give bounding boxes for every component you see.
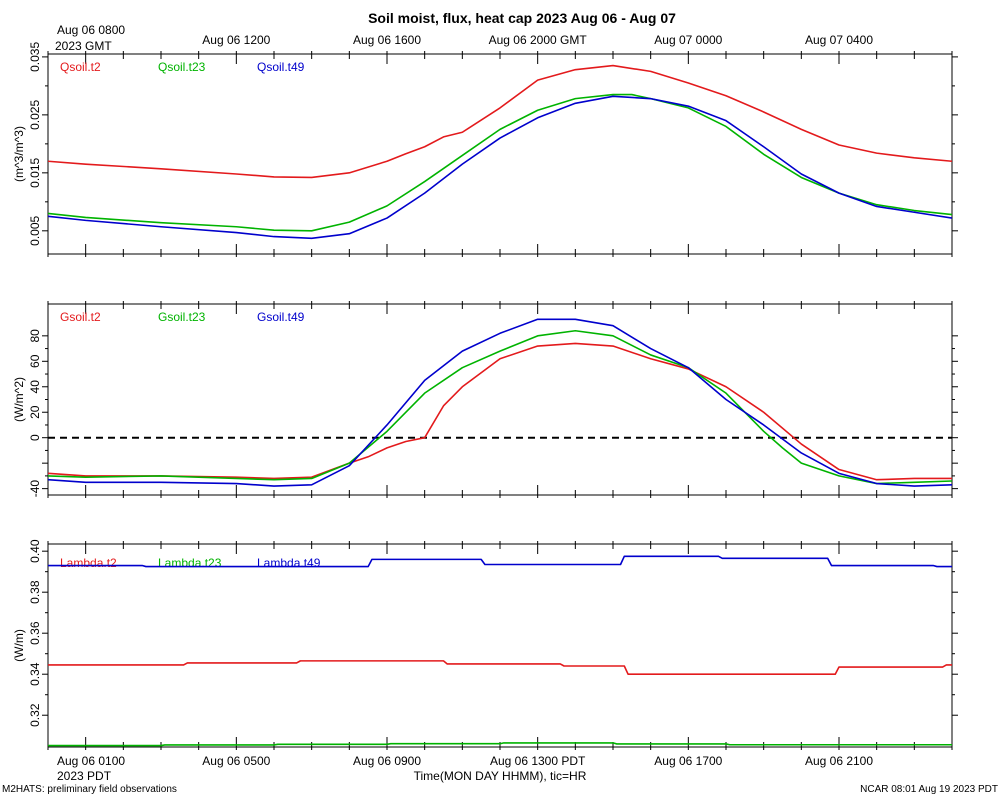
y-tick-label: 0.025 xyxy=(28,100,42,130)
top-time-label: Aug 06 0800 xyxy=(57,23,125,37)
chart-title: Soil moist, flux, heat cap 2023 Aug 06 -… xyxy=(368,10,676,26)
panel-2: -40 0 20 40 60 80 (W/m^2) Gsoil.t2 Gsoil.t23 Gsoi… xyxy=(12,301,958,498)
legend-entry-Qsoil-t23: Qsoil.t23 xyxy=(158,60,206,74)
legend-entry-Gsoil-t2: Gsoil.t2 xyxy=(60,310,101,324)
y-tick-label: 0.32 xyxy=(28,703,42,727)
top-time-label: Aug 07 0400 xyxy=(805,33,873,47)
y-tick-label: 0.40 xyxy=(28,539,42,563)
series-line-Lambda-t49 xyxy=(48,555,952,568)
y-tick-label: 0.38 xyxy=(28,580,42,604)
top-time-label: Aug 06 2000 GMT xyxy=(489,33,588,47)
bottom-time-label: Aug 06 0500 xyxy=(202,754,270,768)
legend-entry-Qsoil-t2: Qsoil.t2 xyxy=(60,60,101,74)
y-tick-label: 20 xyxy=(28,405,42,419)
bottom-time-label: Aug 06 0900 xyxy=(353,754,421,768)
top-time-label: Aug 07 0000 xyxy=(654,33,722,47)
y-axis-label: (W/m^2) xyxy=(12,377,26,422)
bottom-time-label: Aug 06 1700 xyxy=(654,754,722,768)
series-line-Gsoil-t23 xyxy=(48,329,952,485)
y-tick-label: 40 xyxy=(28,380,42,394)
y-axis-label: (W/m) xyxy=(12,629,26,662)
panel-1: 0.005 0.015 0.025 0.035 (m^3/m^3) Qsoil.t2 Qso… xyxy=(12,42,958,257)
legend-entry-Gsoil-t23: Gsoil.t23 xyxy=(158,310,206,324)
y-tick-label: 0.34 xyxy=(28,662,42,686)
footer-left-note: M2HATS: preliminary field observations xyxy=(2,784,177,795)
legend-entry-Qsoil-t49: Qsoil.t49 xyxy=(257,60,305,74)
y-tick-label: 0.36 xyxy=(28,621,42,645)
legend-entry-Gsoil-t49: Gsoil.t49 xyxy=(257,310,305,324)
series-line-Lambda-t23 xyxy=(48,742,952,747)
y-axis-label: (m^3/m^3) xyxy=(12,126,26,182)
footer-right-note: NCAR 08:01 Aug 19 2023 PDT xyxy=(860,784,998,795)
y-tick-label: -40 xyxy=(28,480,42,498)
bottom-time-label: Aug 06 0100 xyxy=(57,754,125,768)
series-line-Gsoil-t49 xyxy=(48,318,952,487)
panels-layer: 0.005 0.015 0.025 0.035 (m^3/m^3) Qsoil.t2 Qso… xyxy=(12,42,958,750)
series-line-Qsoil-t49 xyxy=(48,95,952,240)
x-axis-label: Time(MON DAY HHMM), tic=HR xyxy=(414,769,587,783)
series-line-Qsoil-t2 xyxy=(48,64,952,179)
legend-entry-Lambda-t49: Lambda.t49 xyxy=(257,556,321,570)
bottom-time-label: Aug 06 2100 xyxy=(805,754,873,768)
y-tick-label: 60 xyxy=(28,354,42,368)
top-time-label: 2023 GMT xyxy=(55,39,112,53)
top-time-label: Aug 06 1600 xyxy=(353,33,421,47)
time-labels-layer: Aug 06 0800 2023 GMT Aug 06 1200 Aug 06 160… xyxy=(55,23,873,783)
panel-3: 0.32 0.34 0.36 0.38 0.40 (W/m) Lambda.t2 Lambda… xyxy=(12,539,958,750)
bottom-time-label: 2023 PDT xyxy=(57,769,112,783)
y-tick-label: 0.005 xyxy=(28,215,42,245)
y-tick-label: 0.035 xyxy=(28,42,42,72)
legend-entry-Lambda-t23: Lambda.t23 xyxy=(158,556,222,570)
plot-frame xyxy=(47,543,953,748)
series-line-Lambda-t2 xyxy=(48,660,952,676)
series-line-Gsoil-t2 xyxy=(48,342,952,481)
bottom-time-label: Aug 06 1300 PDT xyxy=(490,754,586,768)
y-tick-label: 0 xyxy=(28,434,42,441)
top-time-label: Aug 06 1200 xyxy=(202,33,270,47)
legend-entry-Lambda-t2: Lambda.t2 xyxy=(60,556,117,570)
y-tick-label: 80 xyxy=(28,329,42,343)
y-tick-label: 0.015 xyxy=(28,158,42,188)
series-line-Qsoil-t23 xyxy=(48,93,952,232)
